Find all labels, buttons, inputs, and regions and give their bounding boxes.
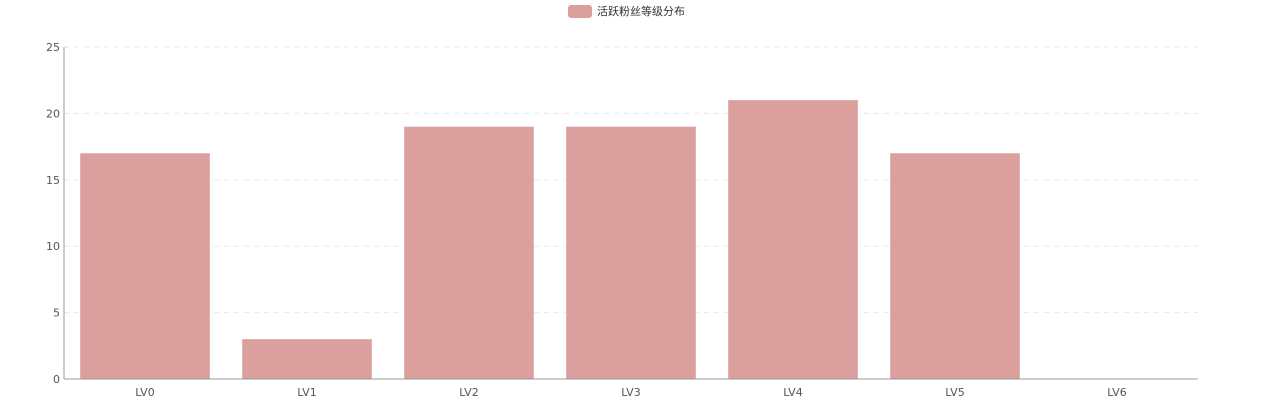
x-tick-label: LV2 bbox=[459, 386, 478, 399]
x-tick-label: LV5 bbox=[945, 386, 964, 399]
axes bbox=[63, 47, 1198, 380]
legend[interactable]: 活跃粉丝等级分布 bbox=[568, 4, 685, 18]
bar-lv0[interactable] bbox=[80, 153, 210, 379]
x-tick-label: LV0 bbox=[135, 386, 154, 399]
x-tick-label: LV4 bbox=[783, 386, 802, 399]
bar-lv1[interactable] bbox=[242, 339, 372, 379]
bar-lv4[interactable] bbox=[728, 100, 858, 380]
x-tick-labels: LV0 LV1 LV2 LV3 LV4 LV5 LV6 bbox=[135, 386, 1126, 399]
bar-lv2[interactable] bbox=[404, 126, 534, 380]
legend-label[interactable]: 活跃粉丝等级分布 bbox=[597, 4, 685, 18]
x-tick-label: LV3 bbox=[621, 386, 640, 399]
y-tick-label: 5 bbox=[53, 307, 60, 320]
x-tick-label: LV1 bbox=[297, 386, 316, 399]
y-tick-label: 25 bbox=[46, 41, 60, 54]
y-tick-label: 20 bbox=[46, 107, 60, 120]
bar-lv5[interactable] bbox=[890, 153, 1020, 379]
y-tick-label: 15 bbox=[46, 174, 60, 187]
legend-swatch[interactable] bbox=[568, 5, 592, 18]
y-tick-label: 10 bbox=[46, 240, 60, 253]
bars bbox=[80, 100, 1020, 380]
x-tick-label: LV6 bbox=[1107, 386, 1126, 399]
bar-lv3[interactable] bbox=[566, 126, 696, 380]
y-tick-label: 0 bbox=[53, 373, 60, 386]
y-tick-labels: 0 5 10 15 20 25 bbox=[46, 41, 60, 386]
